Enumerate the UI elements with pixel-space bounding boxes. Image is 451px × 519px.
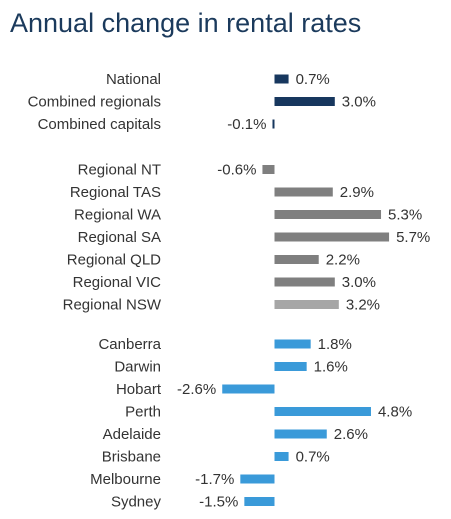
value-label-regional-nsw: 3.2% bbox=[346, 297, 380, 314]
bar-adelaide bbox=[274, 429, 327, 439]
category-label-national: National bbox=[106, 71, 161, 88]
bar-regional-nt bbox=[262, 165, 275, 174]
bar-regional-sa bbox=[274, 232, 390, 242]
value-label-sydney: -1.5% bbox=[199, 494, 238, 511]
category-label-melbourne: Melbourne bbox=[90, 471, 161, 488]
chart-title: Annual change in rental rates bbox=[10, 8, 362, 38]
category-label-canberra: Canberra bbox=[98, 336, 161, 353]
value-label-regional-qld: 2.2% bbox=[326, 252, 360, 269]
category-label-regional-vic: Regional VIC bbox=[73, 274, 162, 291]
bar-regional-vic bbox=[274, 277, 335, 287]
value-label-regional-vic: 3.0% bbox=[342, 274, 376, 291]
bar-hobart bbox=[222, 384, 275, 394]
bar-combined-capitals bbox=[272, 119, 275, 129]
bar-regional-nsw bbox=[274, 300, 339, 309]
category-label-combined-regionals: Combined regionals bbox=[28, 94, 161, 111]
value-label-hobart: -2.6% bbox=[177, 381, 216, 398]
value-label-brisbane: 0.7% bbox=[296, 449, 330, 466]
bar-canberra bbox=[274, 339, 311, 349]
category-label-regional-tas: Regional TAS bbox=[70, 184, 161, 201]
category-label-darwin: Darwin bbox=[114, 359, 161, 376]
value-label-combined-capitals: -0.1% bbox=[227, 116, 266, 133]
bar-national bbox=[274, 74, 289, 84]
value-label-regional-wa: 5.3% bbox=[388, 207, 422, 224]
value-label-melbourne: -1.7% bbox=[195, 471, 234, 488]
category-label-brisbane: Brisbane bbox=[102, 449, 161, 466]
value-label-adelaide: 2.6% bbox=[334, 426, 368, 443]
category-label-regional-nsw: Regional NSW bbox=[63, 297, 162, 314]
category-label-regional-qld: Regional QLD bbox=[67, 252, 161, 269]
bar-melbourne bbox=[240, 474, 275, 484]
value-label-national: 0.7% bbox=[296, 71, 330, 88]
category-label-combined-capitals: Combined capitals bbox=[38, 116, 161, 133]
category-label-sydney: Sydney bbox=[111, 494, 162, 511]
value-label-combined-regionals: 3.0% bbox=[342, 94, 376, 111]
bar-regional-tas bbox=[274, 187, 333, 197]
bar-sydney bbox=[244, 497, 275, 506]
bar-darwin bbox=[274, 362, 307, 371]
category-label-regional-sa: Regional SA bbox=[78, 229, 161, 246]
bar-combined-regionals bbox=[274, 97, 335, 106]
bar-perth bbox=[274, 407, 371, 416]
value-label-perth: 4.8% bbox=[378, 404, 412, 421]
value-label-darwin: 1.6% bbox=[314, 359, 348, 376]
category-label-regional-nt: Regional NT bbox=[78, 162, 161, 179]
category-label-regional-wa: Regional WA bbox=[74, 207, 161, 224]
category-label-hobart: Hobart bbox=[116, 381, 162, 398]
bar-regional-wa bbox=[274, 210, 382, 219]
bar-regional-qld bbox=[274, 255, 319, 264]
value-label-regional-nt: -0.6% bbox=[217, 162, 256, 179]
bar-brisbane bbox=[274, 452, 289, 461]
value-label-regional-sa: 5.7% bbox=[396, 229, 430, 246]
category-label-perth: Perth bbox=[125, 404, 161, 421]
category-label-adelaide: Adelaide bbox=[103, 426, 161, 443]
value-label-regional-tas: 2.9% bbox=[340, 184, 374, 201]
value-label-canberra: 1.8% bbox=[318, 336, 352, 353]
